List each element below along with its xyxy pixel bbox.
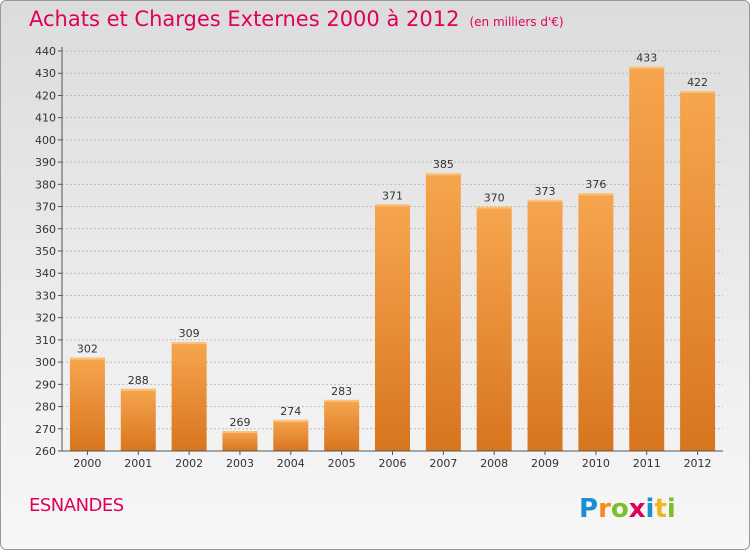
bar-highlight	[680, 91, 716, 93]
y-tick-label: 280	[35, 401, 56, 414]
data-label: 370	[484, 192, 505, 205]
x-tick-label: 2012	[684, 457, 712, 470]
bar-highlight	[324, 399, 360, 402]
svg-text:Proxiti: Proxiti	[579, 494, 676, 524]
x-tick-label: 2009	[531, 457, 559, 470]
bar-highlight	[375, 204, 410, 207]
y-tick-label: 410	[35, 112, 56, 125]
bar-highlight	[629, 66, 665, 69]
data-label: 288	[128, 374, 149, 387]
x-tick-label: 2000	[73, 457, 101, 470]
y-tick-label: 320	[35, 312, 56, 325]
title-unit: (en milliers d'€)	[469, 15, 564, 29]
bar	[69, 357, 105, 451]
bar-highlight	[578, 193, 614, 196]
data-label: 274	[280, 405, 301, 418]
bar	[120, 388, 156, 451]
bar-highlight	[425, 173, 461, 176]
bar-highlight	[476, 206, 512, 209]
y-tick-label: 420	[35, 89, 56, 102]
data-label: 371	[382, 189, 403, 202]
bar	[476, 206, 512, 451]
data-label: 433	[636, 52, 657, 65]
y-tick-label: 350	[35, 245, 56, 258]
data-label: 283	[331, 385, 352, 398]
bar	[578, 193, 614, 451]
bar-highlight	[171, 342, 207, 345]
bar	[375, 204, 410, 451]
place-name: ESNANDES	[29, 495, 124, 516]
data-label: 309	[179, 327, 200, 340]
data-label: 373	[535, 185, 556, 198]
bar	[680, 91, 716, 451]
bar-highlight	[273, 419, 309, 422]
x-tick-label: 2006	[379, 457, 407, 470]
data-label: 376	[585, 178, 606, 191]
bar	[527, 199, 563, 451]
bar-layer	[69, 66, 716, 452]
x-tick-label: 2004	[277, 457, 305, 470]
data-label: 302	[77, 343, 98, 356]
x-tick-label: 2003	[226, 457, 254, 470]
x-tick-label: 2008	[480, 457, 508, 470]
x-tick-label: 2007	[429, 457, 457, 470]
y-tick-label: 290	[35, 378, 56, 391]
x-tick-label: 2001	[124, 457, 152, 470]
label-layer: 302 2000 288 2001 309 2002 269 2003 274 2004 283 20…	[73, 52, 711, 470]
title-text: Achats et Charges Externes 2000 à 2012	[29, 7, 460, 31]
y-tick-label: 330	[35, 289, 56, 302]
y-tick-label: 440	[35, 45, 56, 58]
bar	[273, 419, 309, 451]
y-tick-label: 430	[35, 67, 56, 80]
data-label: 269	[229, 416, 250, 429]
bar	[629, 66, 665, 452]
bar-highlight	[120, 388, 156, 391]
y-tick-label: 300	[35, 356, 56, 369]
x-tick-label: 2010	[582, 457, 610, 470]
y-tick-label: 380	[35, 178, 56, 191]
x-tick-label: 2005	[328, 457, 356, 470]
y-tick-label: 390	[35, 156, 56, 169]
data-label: 422	[687, 76, 708, 89]
y-tick-label: 370	[35, 201, 56, 214]
data-label: 385	[433, 158, 454, 171]
x-tick-label: 2002	[175, 457, 203, 470]
bar-highlight	[527, 199, 563, 202]
axis-layer: 260 270 280 290 300 310 320 330 340 350 360 370 380 3…	[35, 45, 723, 458]
chart-title: Achats et Charges Externes 2000 à 2012 (e…	[29, 7, 564, 31]
bar	[425, 173, 461, 451]
bar-highlight	[222, 431, 258, 433]
x-tick-label: 2011	[633, 457, 661, 470]
proxiti-logo: Proxiti	[579, 494, 676, 524]
y-tick-label: 260	[35, 445, 56, 458]
y-tick-label: 310	[35, 334, 56, 347]
y-tick-label: 270	[35, 423, 56, 436]
y-tick-label: 360	[35, 223, 56, 236]
bar	[324, 399, 360, 451]
bar	[171, 342, 207, 451]
bar	[222, 431, 258, 451]
y-tick-label: 340	[35, 267, 56, 280]
y-tick-label: 400	[35, 134, 56, 147]
bar-highlight	[69, 357, 105, 360]
